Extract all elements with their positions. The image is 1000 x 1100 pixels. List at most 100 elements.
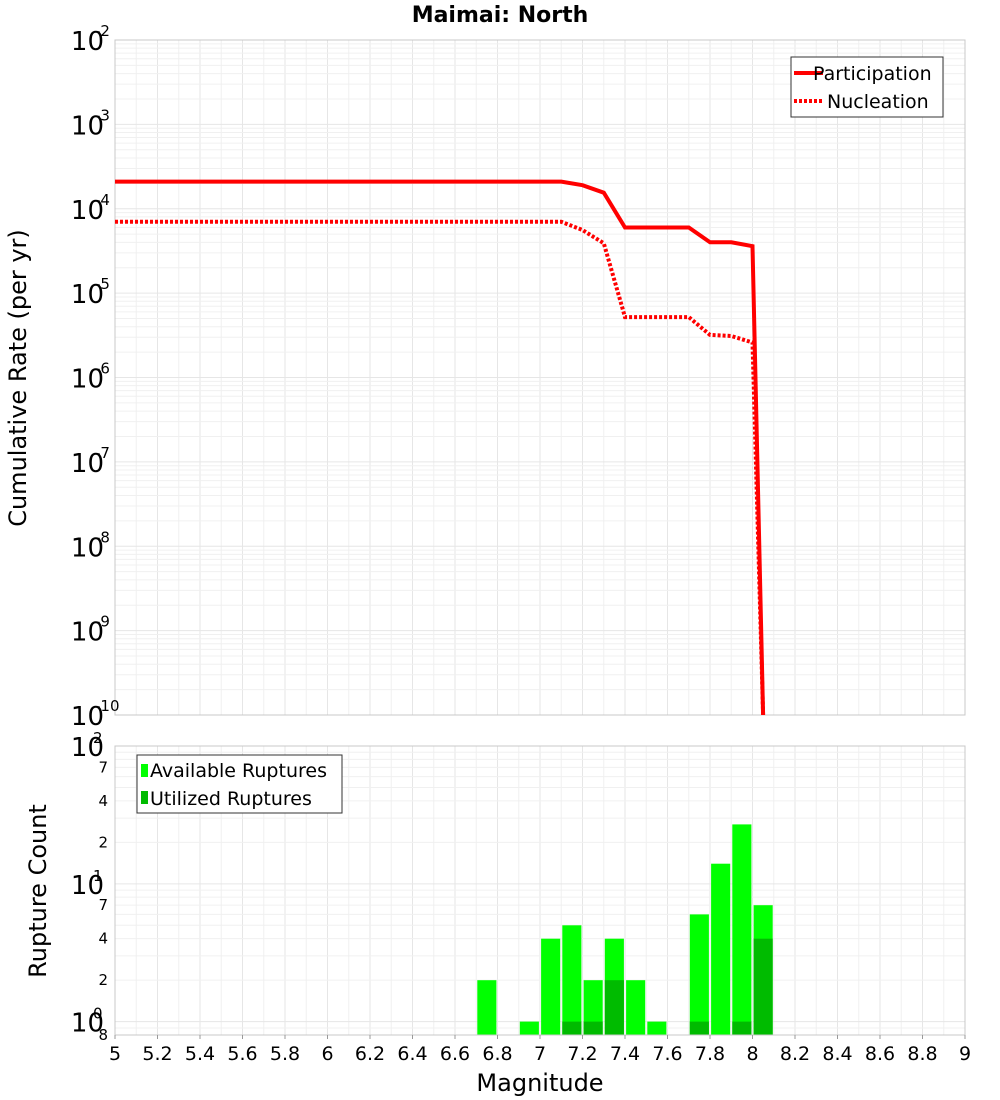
available-legend-swatch xyxy=(141,764,148,777)
magnitude-tick-label: 7 xyxy=(534,1043,546,1065)
rate-y-tick-exponent: -5 xyxy=(95,275,110,293)
magnitude-tick-label: 5.4 xyxy=(185,1043,215,1065)
magnitude-tick-label: 5.8 xyxy=(270,1043,300,1065)
rupture-y-minor-tick: 7 xyxy=(98,758,108,776)
rate-y-tick-base: 10 xyxy=(71,702,104,732)
magnitude-tick-label: 5.2 xyxy=(142,1043,172,1065)
magnitude-tick-label: 9 xyxy=(959,1043,971,1065)
rupture-y-minor-tick: 4 xyxy=(98,930,108,948)
magnitude-tick-label: 8.4 xyxy=(822,1043,852,1065)
magnitude-tick-label: 7.6 xyxy=(652,1043,682,1065)
magnitude-tick-label: 7.8 xyxy=(695,1043,725,1065)
rate-y-tick-base: 10 xyxy=(71,27,104,57)
utilized-legend-label: Utilized Ruptures xyxy=(150,788,312,810)
utilized-rupture-bar xyxy=(732,1021,752,1035)
rate-y-tick-base: 10 xyxy=(71,533,104,563)
rupture-y-minor-tick: 4 xyxy=(98,792,108,810)
rate-y-tick-exponent: -6 xyxy=(95,360,110,378)
rate-y-tick-base: 10 xyxy=(71,365,104,395)
rate-y-tick-label: 10-4 xyxy=(71,191,110,226)
rate-y-tick-exponent: -9 xyxy=(95,613,110,631)
rupture-y-minor-tick: 8 xyxy=(98,1026,108,1044)
rupture-y-tick-exponent: 0 xyxy=(93,1005,103,1023)
rupture-y-minor-tick: 7 xyxy=(98,896,108,914)
magnitude-tick-label: 8.8 xyxy=(907,1043,937,1065)
utilized-rupture-bar xyxy=(604,980,624,1035)
rate-y-tick-label: 10-8 xyxy=(71,528,110,563)
available-rupture-bar xyxy=(562,925,582,1035)
rupture-y-tick-base: 10 xyxy=(71,733,104,763)
available-rupture-bar xyxy=(647,1021,667,1035)
rate-y-tick-label: 10-3 xyxy=(71,106,110,141)
rupture-y-tick-base: 10 xyxy=(71,1009,104,1039)
rupture-y-axis-label: Rupture Count xyxy=(24,804,52,978)
rate-y-tick-label: 10-6 xyxy=(71,360,110,395)
magnitude-tick-label: 8 xyxy=(746,1043,758,1065)
magnitude-tick-label: 7.2 xyxy=(567,1043,597,1065)
chart-title: Maimai: North xyxy=(412,3,589,28)
rate-y-tick-label: 10-7 xyxy=(71,444,110,479)
utilized-rupture-bar xyxy=(583,1021,603,1035)
magnitude-tick-label: 5.6 xyxy=(227,1043,257,1065)
rupture-y-minor-tick: 2 xyxy=(98,971,108,989)
magnitude-tick-label: 5 xyxy=(109,1043,121,1065)
rate-y-axis-label: Cumulative Rate (per yr) xyxy=(4,229,32,527)
rate-legend: Participation Nucleation xyxy=(790,56,944,118)
rupture-y-tick-label: 102 xyxy=(71,729,104,763)
rupture-y-minor-tick: 2 xyxy=(98,833,108,851)
nucleation-legend-label: Nucleation xyxy=(827,91,929,113)
rupture-y-tick-base: 10 xyxy=(71,871,104,901)
participation-legend-label: Participation xyxy=(813,63,932,85)
available-rupture-bar xyxy=(541,938,561,1035)
magnitude-tick-label: 6 xyxy=(321,1043,333,1065)
rate-y-tick-base: 10 xyxy=(71,280,104,310)
rate-y-tick-exponent: -10 xyxy=(95,697,120,715)
magnitude-x-ticks: 5 5.2 5.4 5.6 5.8 6 6.2 6.4 6.6 6.8 7 7.2 7.4 7.6 7.8 8… xyxy=(109,1035,971,1065)
utilized-rupture-bar xyxy=(753,938,773,1035)
rate-y-tick-label: 10-9 xyxy=(71,613,110,648)
participation-line xyxy=(115,179,766,716)
magnitude-tick-label: 6.2 xyxy=(355,1043,385,1065)
rate-series xyxy=(115,179,766,716)
rupture-legend-box xyxy=(136,754,343,814)
magnitude-tick-label: 6.4 xyxy=(397,1043,427,1065)
available-rupture-bar xyxy=(583,980,603,1035)
rate-y-tick-base: 10 xyxy=(71,449,104,479)
magnitude-tick-label: 6.6 xyxy=(440,1043,470,1065)
rate-y-tick-exponent: -7 xyxy=(95,444,110,462)
rupture-legend: Available Ruptures Utilized Ruptures xyxy=(136,754,343,814)
rate-y-tick-exponent: -2 xyxy=(95,22,110,40)
rate-y-tick-exponent: -3 xyxy=(95,106,110,124)
nucleation-line xyxy=(115,219,766,716)
available-legend-label: Available Ruptures xyxy=(150,760,327,782)
utilized-rupture-bar xyxy=(562,1021,582,1035)
available-rupture-bar xyxy=(689,914,709,1035)
magnitude-tick-label: 7.4 xyxy=(610,1043,640,1065)
rupture-y-tick-exponent: 2 xyxy=(93,729,103,747)
rate-y-tick-base: 10 xyxy=(71,196,104,226)
magnitude-tick-label: 8.6 xyxy=(865,1043,895,1065)
utilized-legend-swatch xyxy=(141,791,148,804)
rupture-y-tick-label: 100 xyxy=(71,1005,104,1039)
rupture-y-tick-label: 101 xyxy=(71,867,104,901)
rate-y-tick-base: 10 xyxy=(71,618,104,648)
rate-legend-box xyxy=(790,56,944,118)
rate-y-tick-exponent: -4 xyxy=(95,191,110,209)
available-rupture-bar xyxy=(519,1021,539,1035)
rate-y-tick-base: 10 xyxy=(71,111,104,141)
available-rupture-bar xyxy=(626,980,646,1035)
available-rupture-bar xyxy=(477,980,497,1035)
rupture-bars xyxy=(477,824,773,1035)
rate-plot-grid xyxy=(114,39,966,716)
rupture-y-tick-exponent: 1 xyxy=(93,867,103,885)
rate-y-tick-label: 10-2 xyxy=(71,22,110,57)
rate-y-tick-label: 10-10 xyxy=(71,697,120,732)
magnitude-tick-label: 8.2 xyxy=(780,1043,810,1065)
rate-y-tick-exponent: -8 xyxy=(95,528,110,546)
magnitude-tick-label: 6.8 xyxy=(482,1043,512,1065)
available-rupture-bar xyxy=(732,824,752,1035)
